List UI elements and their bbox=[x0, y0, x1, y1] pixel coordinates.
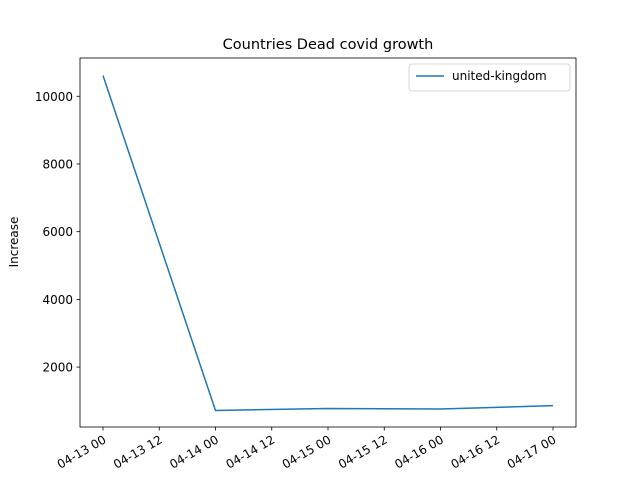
x-axis: 04-13 00 04-13 12 04-14 00 04-14 12 04-15 00… bbox=[55, 427, 559, 472]
chart-title: Countries Dead covid growth bbox=[223, 37, 434, 53]
x-tick-label: 04-15 12 bbox=[336, 432, 390, 471]
y-tick-label: 8000 bbox=[42, 157, 73, 171]
y-tick-label: 10000 bbox=[35, 90, 73, 104]
y-axis: 2000 4000 6000 8000 10000 bbox=[35, 90, 80, 375]
x-tick-label: 04-14 00 bbox=[167, 432, 221, 471]
plot-area bbox=[79, 57, 577, 428]
x-tick-label: 04-13 00 bbox=[55, 432, 109, 471]
x-tick-label: 04-15 00 bbox=[280, 432, 334, 471]
x-tick-label: 04-14 12 bbox=[224, 432, 278, 471]
x-tick-label: 04-16 12 bbox=[449, 432, 503, 471]
legend-box bbox=[408, 63, 571, 92]
legend-label: united-kingdom bbox=[452, 69, 547, 83]
series-layer bbox=[102, 75, 554, 412]
x-tick-label: 04-17 00 bbox=[505, 432, 559, 471]
y-tick-label: 4000 bbox=[42, 293, 73, 307]
y-tick-label: 2000 bbox=[42, 361, 73, 375]
x-tick-label: 04-13 12 bbox=[111, 432, 165, 471]
legend: united-kingdom bbox=[408, 63, 571, 92]
y-axis-label: Increase bbox=[7, 217, 21, 268]
x-tick-label: 04-16 00 bbox=[392, 432, 446, 471]
y-tick-label: 6000 bbox=[42, 225, 73, 239]
